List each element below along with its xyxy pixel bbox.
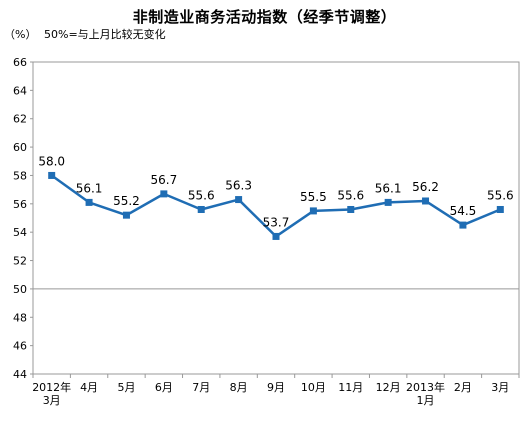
- plot-area-frame: [32, 61, 520, 375]
- y-tick-label: 56: [13, 198, 27, 211]
- axes-layer: 44 46 48 50 52 54 56 58 60 62 64 66 2012年 3月 4月 5月 6月 7月 8…: [13, 56, 520, 407]
- data-point-marker: [160, 190, 168, 198]
- y-tick-label: 52: [13, 255, 27, 268]
- data-point-marker: [422, 197, 430, 205]
- x-tick-label: 10月: [301, 381, 326, 394]
- data-point-marker: [122, 211, 130, 219]
- marker-layer: [48, 171, 504, 240]
- data-label: 55.6: [337, 188, 364, 202]
- data-point-marker: [309, 207, 317, 215]
- data-label: 53.7: [263, 215, 290, 229]
- x-tick-label: 2012年 3月: [32, 380, 71, 407]
- y-tick-label: 44: [13, 368, 27, 381]
- x-tick-label: 5月: [117, 381, 135, 394]
- data-label: 56.1: [375, 181, 402, 195]
- data-point-marker: [272, 232, 280, 240]
- y-tick-label: 46: [13, 340, 27, 353]
- y-tick-label: 50: [13, 283, 27, 296]
- data-label-layer: 58.0 56.1 55.2 56.7 55.6 56.3 53.7 55.5 55.6 56.1…: [38, 154, 513, 229]
- data-label: 58.0: [38, 154, 65, 168]
- data-label: 55.2: [113, 194, 140, 208]
- data-point-marker: [48, 171, 56, 179]
- x-tick-label: 11月: [338, 381, 363, 394]
- data-point-marker: [235, 196, 243, 204]
- y-axis-unit-label: （%）: [4, 28, 37, 41]
- x-tick-label: 3月: [491, 381, 509, 394]
- x-tick-label: 9月: [267, 381, 285, 394]
- data-label: 55.5: [300, 190, 327, 204]
- x-tick-label: 12月: [376, 381, 401, 394]
- x-tick-label: 8月: [230, 381, 248, 394]
- x-tick-label: 2月: [454, 381, 472, 394]
- data-point-marker: [85, 198, 93, 206]
- data-label: 54.5: [450, 204, 477, 218]
- chart-note: 50%=与上月比较无变化: [44, 28, 166, 41]
- y-tick-label: 60: [13, 141, 27, 154]
- data-point-marker: [197, 205, 205, 213]
- y-tick-label: 64: [13, 84, 27, 97]
- x-tick-label: 2013年 1月: [406, 380, 445, 407]
- data-label: 56.2: [412, 180, 439, 194]
- data-point-marker: [496, 205, 504, 213]
- data-label: 56.3: [225, 179, 252, 193]
- data-point-marker: [459, 221, 467, 229]
- y-tick-label: 48: [13, 311, 27, 324]
- data-label: 55.6: [487, 188, 514, 202]
- data-label: 56.7: [150, 173, 177, 187]
- y-tick-label: 58: [13, 169, 27, 182]
- x-tick-label: 7月: [192, 381, 210, 394]
- x-tick-label: 6月: [155, 381, 173, 394]
- data-point-marker: [347, 205, 355, 213]
- data-label: 56.1: [76, 181, 103, 195]
- chart-title: 非制造业商务活动指数（经季节调整）: [132, 8, 397, 26]
- x-tick-label: 4月: [80, 381, 98, 394]
- data-point-marker: [384, 198, 392, 206]
- y-tick-label: 54: [13, 226, 27, 239]
- data-label: 55.6: [188, 188, 215, 202]
- y-tick-label: 62: [13, 113, 27, 126]
- y-tick-label: 66: [13, 56, 27, 69]
